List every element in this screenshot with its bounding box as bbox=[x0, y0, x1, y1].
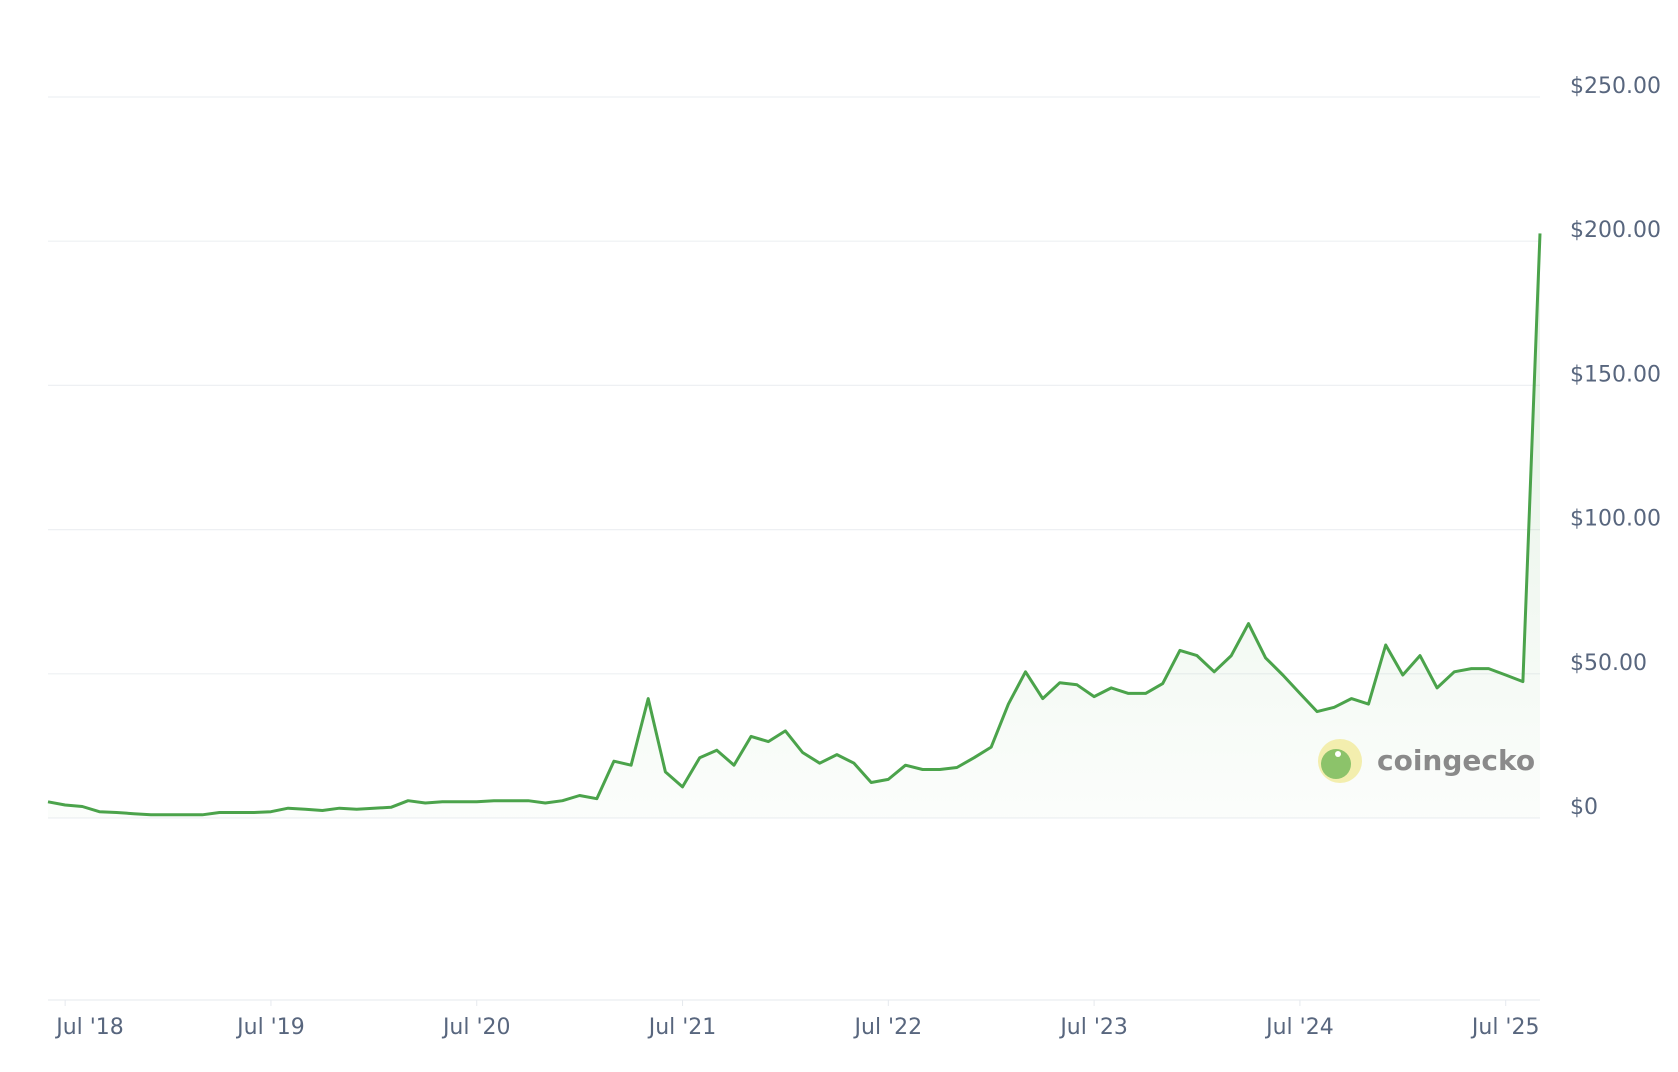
x-tick-label: Jul '20 bbox=[441, 1015, 511, 1040]
y-tick-label: $50.00 bbox=[1570, 651, 1647, 676]
x-tick-label: Jul '24 bbox=[1264, 1015, 1334, 1040]
x-tick-label: Jul '21 bbox=[647, 1015, 717, 1040]
y-tick-label: $150.00 bbox=[1570, 362, 1661, 387]
x-tick-label: Jul '18 bbox=[54, 1015, 124, 1040]
x-tick-label: Jul '19 bbox=[235, 1015, 305, 1040]
watermark: coingecko bbox=[1377, 744, 1535, 777]
x-tick-label: Jul '22 bbox=[853, 1015, 923, 1040]
y-tick-label: $0 bbox=[1570, 795, 1598, 820]
y-tick-label: $100.00 bbox=[1570, 507, 1661, 532]
area bbox=[48, 233, 1540, 818]
watermark-logo bbox=[1318, 739, 1362, 783]
price-line bbox=[47, 233, 1542, 817]
x-tick-label: Jul '25 bbox=[1470, 1015, 1540, 1040]
x-tick-label: Jul '23 bbox=[1058, 1015, 1128, 1040]
y-tick-label: $250.00 bbox=[1570, 74, 1661, 99]
y-tick-label: $200.00 bbox=[1570, 218, 1661, 243]
